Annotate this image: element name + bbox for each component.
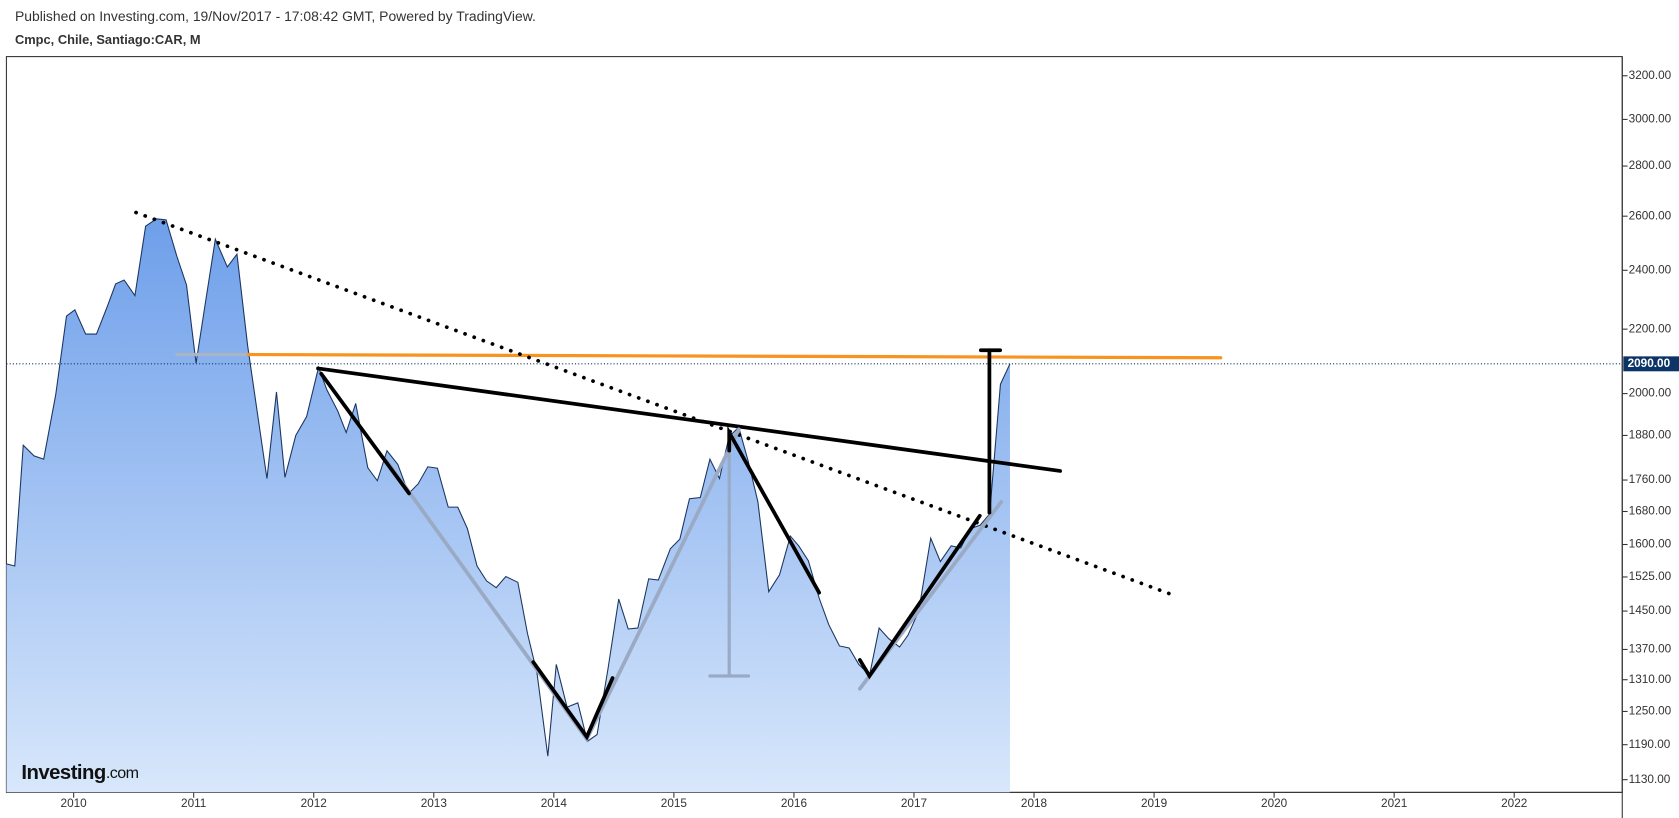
watermark: Investing.com (21, 763, 138, 785)
chart-title: Cmpc, Chile, Santiago:CAR, M (15, 32, 201, 47)
x-tick-label: 2017 (901, 797, 927, 810)
y-tick-label: 3000.00 (1629, 113, 1672, 126)
x-tick-label: 2020 (1261, 797, 1288, 810)
y-tick-label: 2400.00 (1629, 263, 1672, 276)
x-tick-label: 2016 (781, 797, 808, 810)
y-tick-label: 1250.00 (1629, 705, 1672, 718)
x-tick-label: 2014 (541, 797, 568, 810)
y-tick-label: 1600.00 (1629, 538, 1672, 551)
series-layer (6, 218, 1623, 793)
x-tick-label: 2021 (1381, 797, 1407, 810)
y-tick-label: 2800.00 (1629, 159, 1672, 172)
y-tick-label: 1880.00 (1629, 429, 1672, 442)
publish-note: Published on Investing.com, 19/Nov/2017 … (15, 8, 536, 24)
axes: 1130.00 1190.00 1250.00 1310.00 1370.00 1450.… (61, 69, 1679, 810)
y-tick-label: 1450.00 (1629, 604, 1672, 617)
x-tick-label: 2018 (1021, 797, 1048, 810)
neckline (316, 366, 1062, 473)
x-tick-label: 2019 (1141, 797, 1167, 810)
x-tick-label: 2015 (661, 797, 688, 810)
last-price-label: 2090.00 (1628, 357, 1671, 370)
pattern-line (531, 660, 615, 741)
pattern-line (857, 513, 982, 680)
y-tick-label: 1370.00 (1629, 643, 1672, 656)
y-tick-label: 2600.00 (1629, 209, 1672, 222)
drawings (134, 210, 1223, 743)
y-tick-label: 2000.00 (1629, 387, 1672, 400)
y-tick-label: 1525.00 (1629, 570, 1672, 583)
y-tick-label: 1310.00 (1629, 673, 1672, 686)
y-tick-label: 2200.00 (1629, 322, 1672, 335)
price-line (6, 218, 1011, 757)
price-area (6, 218, 1010, 793)
pattern-line (319, 371, 411, 496)
y-tick-label: 1130.00 (1629, 773, 1671, 786)
x-tick-label: 2013 (421, 797, 448, 810)
watermark-suffix: .com (106, 764, 139, 782)
x-tick-label: 2022 (1501, 797, 1527, 810)
watermark-brand: Investing (21, 763, 106, 785)
y-tick-label: 1190.00 (1629, 738, 1671, 751)
x-tick-label: 2010 (61, 797, 88, 810)
x-tick-label: 2012 (301, 797, 327, 810)
resistance-line (246, 352, 1223, 360)
y-tick-label: 1760.00 (1629, 473, 1672, 486)
y-tick-label: 1680.00 (1629, 505, 1672, 518)
last-price-box (1623, 356, 1679, 372)
pattern-line (727, 425, 822, 595)
y-tick-label: 3200.00 (1629, 69, 1672, 82)
x-tick-label: 2011 (181, 797, 206, 810)
dotted-trend (134, 210, 1175, 597)
